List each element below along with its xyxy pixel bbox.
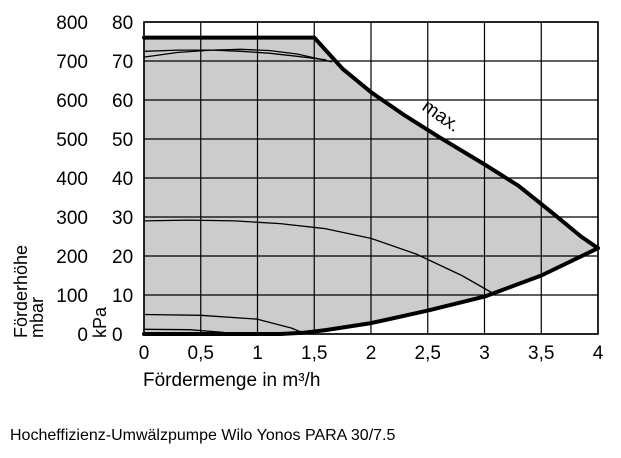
series-min-curve [142, 246, 600, 336]
x-tick-label-8: 4 [593, 343, 604, 364]
y-axis-label-mbar-title: Förderhöhe [11, 245, 31, 338]
series-curve-2 [143, 49, 327, 61]
y-tick-label-mbar-6: 600 [56, 91, 88, 112]
y-tick-label-kpa-1: 10 [112, 286, 133, 307]
x-tick-label-1: 0,5 [188, 343, 214, 364]
x-tick-label-5: 2,5 [415, 343, 441, 364]
plot-frame [143, 21, 599, 335]
caption: Hocheffizienz-Umwälzpumpe Wilo Yonos PAR… [10, 427, 396, 444]
y-tick-label-kpa-6: 60 [112, 91, 133, 112]
series-curve-3 [143, 219, 497, 296]
y-tick-label-mbar-5: 500 [56, 130, 88, 151]
y-tick-label-mbar-7: 700 [56, 52, 88, 73]
series-curve-4 [143, 313, 304, 334]
x-tick-label-2: 1 [252, 343, 263, 364]
y-tick-label-mbar-1: 100 [56, 286, 88, 307]
x-tick-label-3: 1,5 [301, 343, 327, 364]
x-axis-label: Fördermenge in m³/h [143, 370, 320, 391]
x-tick-label-0: 0 [139, 343, 150, 364]
x-tick-label-7: 3,5 [528, 343, 554, 364]
y-tick-label-kpa-8: 80 [112, 13, 133, 34]
y-tick-label-mbar-0: 0 [77, 325, 88, 346]
chart-tick-labels: 0 0,5 1 1,5 2 2,5 3 3,5 401020304050607080010020… [56, 13, 603, 364]
y-axis-label-kpa: kPa [90, 306, 110, 338]
y-axis-label-mbar-unit: mbar [27, 297, 47, 338]
x-tick-label-6: 3 [479, 343, 490, 364]
y-tick-label-kpa-4: 40 [112, 169, 133, 190]
x-tick-label-4: 2 [366, 343, 377, 364]
y-tick-label-kpa-5: 50 [112, 130, 133, 151]
y-tick-label-mbar-2: 200 [56, 247, 88, 268]
pump-curve-chart: 0 0,5 1 1,5 2 2,5 3 3,5 401020304050607080010020… [11, 13, 604, 391]
y-tick-label-kpa-0: 0 [112, 325, 123, 346]
y-tick-label-kpa-2: 20 [112, 247, 133, 268]
y-tick-label-mbar-3: 300 [56, 208, 88, 229]
y-tick-label-mbar-8: 800 [56, 13, 88, 34]
y-tick-label-kpa-7: 70 [112, 52, 133, 73]
y-tick-label-kpa-3: 30 [112, 208, 133, 229]
chart-grid [143, 21, 599, 335]
y-tick-label-mbar-4: 400 [56, 169, 88, 190]
series-max-curve [142, 35, 600, 251]
chart-series [142, 35, 600, 336]
